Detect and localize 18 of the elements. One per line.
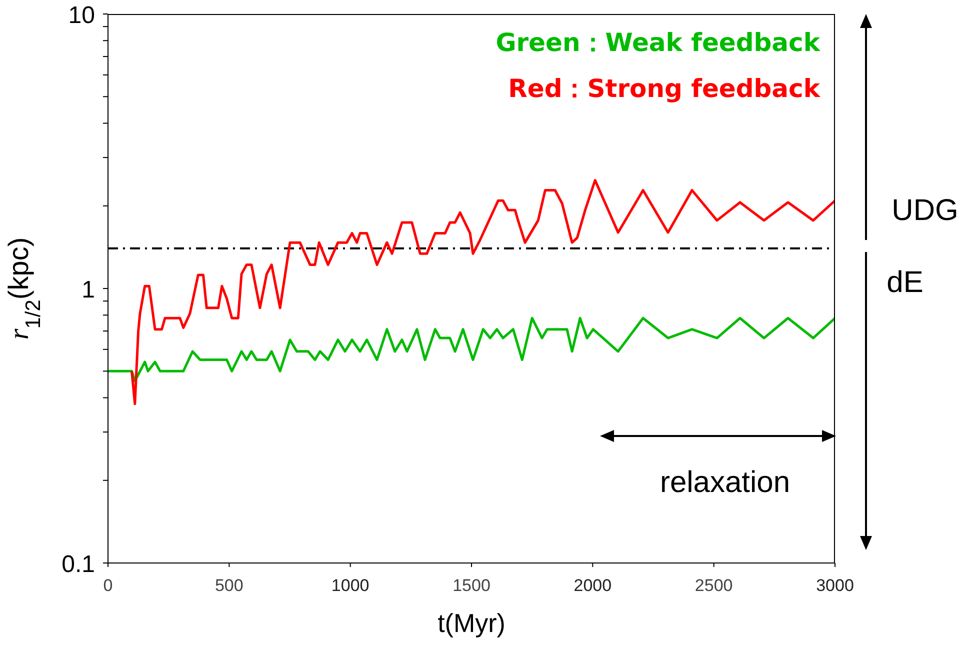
- line-series: [130, 178, 835, 406]
- text: dE: [886, 266, 924, 300]
- y-tick-label: 0.1: [62, 551, 95, 578]
- x-axis-title: t(Myr): [438, 608, 506, 638]
- x-tick-label: 2000: [574, 576, 612, 595]
- text: Green：Weak feedback: [496, 27, 820, 59]
- x-tick-label: 0: [103, 576, 113, 595]
- x-tick-label: 3000: [816, 576, 854, 595]
- text: UDG: [892, 194, 958, 228]
- y-tick-label: 10: [68, 2, 95, 29]
- line-series: [108, 316, 835, 382]
- y-tick-label: 1: [82, 276, 95, 304]
- annotation: relaxation: [660, 466, 790, 500]
- text: Red：Strong feedback: [507, 73, 820, 105]
- x-tick-label: 1500: [452, 576, 490, 595]
- x-tick-label: 500: [214, 576, 244, 595]
- x-tick-label: 1000: [331, 576, 370, 595]
- x-tick-label: 2500: [694, 576, 733, 595]
